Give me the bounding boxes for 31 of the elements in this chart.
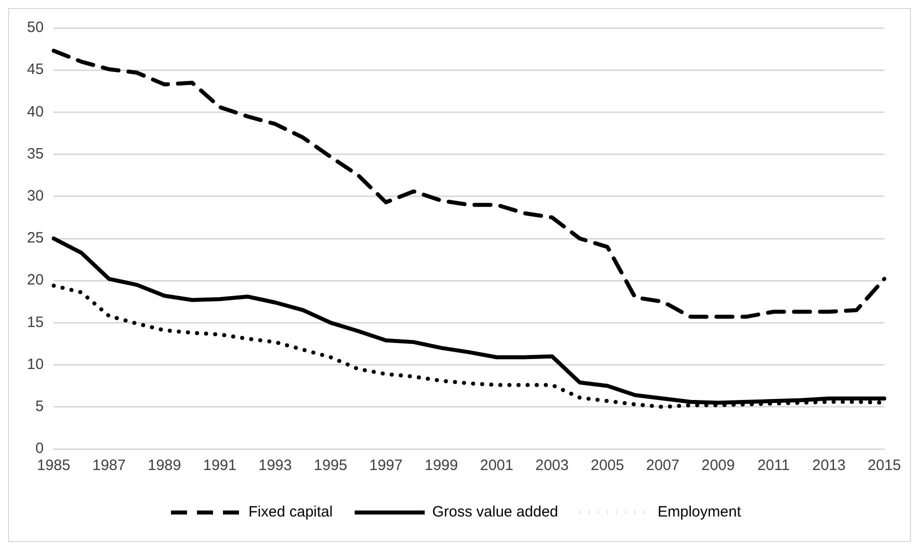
y-tick-label: 5 xyxy=(35,398,44,416)
x-tick-label: 2009 xyxy=(702,457,735,474)
x-tick-label: 1989 xyxy=(148,457,182,474)
x-tick-label: 1985 xyxy=(36,457,70,474)
x-tick-label: 1991 xyxy=(203,457,236,474)
legend-label: Gross value added xyxy=(432,504,558,521)
y-tick-label: 15 xyxy=(26,314,44,331)
y-tick-label: 10 xyxy=(26,356,44,373)
legend-label: Employment xyxy=(658,504,742,521)
x-tick-label: 2011 xyxy=(757,457,790,474)
y-tick-label: 25 xyxy=(26,230,44,247)
y-tick-label: 20 xyxy=(26,272,44,289)
y-tick-label: 50 xyxy=(26,19,44,36)
x-tick-label: 2007 xyxy=(646,457,680,474)
y-tick-label: 45 xyxy=(26,61,44,78)
y-tick-label: 40 xyxy=(26,103,44,120)
x-tick-label: 2013 xyxy=(812,457,846,474)
x-tick-label: 2005 xyxy=(590,457,624,474)
x-tick-label: 1995 xyxy=(314,457,348,474)
x-tick-label: 1999 xyxy=(424,457,458,474)
x-tick-label: 2001 xyxy=(480,457,514,474)
y-tick-label: 30 xyxy=(26,188,44,205)
y-tick-label: 35 xyxy=(26,145,44,162)
x-tick-label: 2015 xyxy=(868,457,902,474)
legend-label: Fixed capital xyxy=(248,504,333,521)
y-tick-label: 0 xyxy=(35,440,44,458)
x-tick-label: 2003 xyxy=(535,457,569,474)
x-tick-label: 1987 xyxy=(92,457,126,474)
x-tick-label: 1997 xyxy=(369,457,403,474)
line-series xyxy=(52,48,886,319)
x-tick-label: 1993 xyxy=(258,457,292,474)
